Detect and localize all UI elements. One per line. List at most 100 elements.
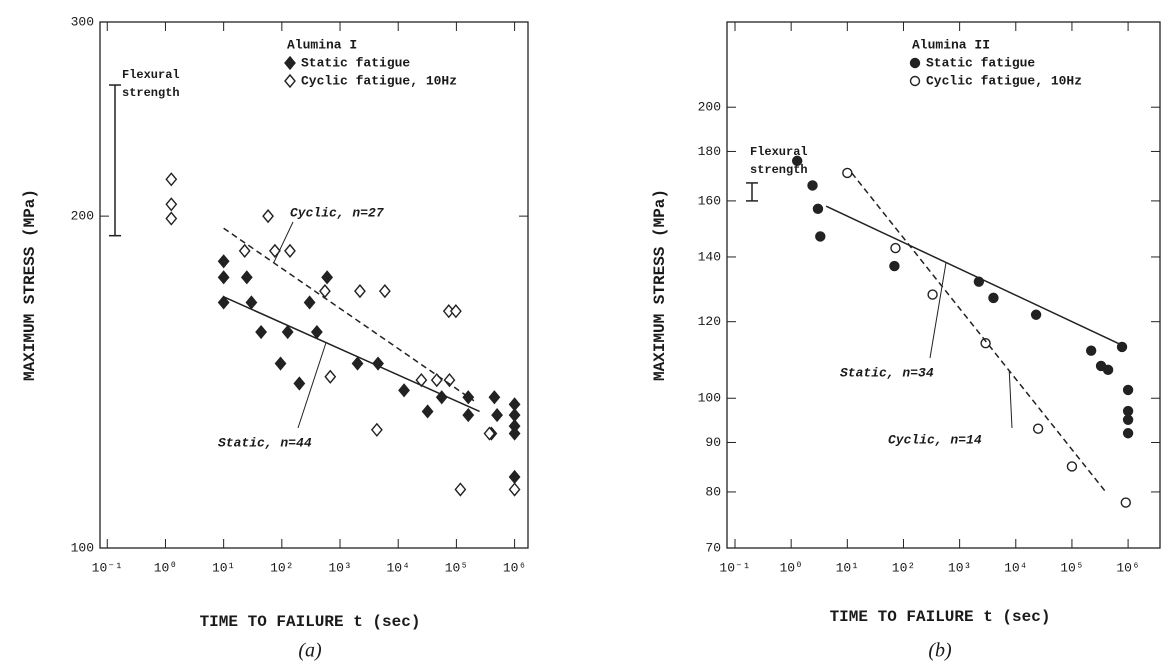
- marker: [281, 324, 294, 340]
- x-tick-label: 10⁻¹: [92, 560, 123, 575]
- marker: [319, 284, 331, 299]
- legend-label: Static fatigue: [926, 55, 1035, 70]
- x-tick-label: 10²: [892, 560, 915, 575]
- legend-marker: [284, 55, 296, 71]
- marker: [890, 242, 901, 254]
- marker: [462, 390, 475, 405]
- marker: [324, 369, 337, 384]
- flexural-label: strength: [750, 163, 808, 177]
- marker: [398, 383, 410, 398]
- marker: [1032, 423, 1044, 434]
- legend-marker: [909, 57, 921, 69]
- marker: [217, 295, 230, 310]
- marker: [462, 407, 475, 423]
- x-tick-label: 10⁰: [154, 560, 177, 575]
- legend-title: Alumina I: [287, 37, 357, 52]
- leader-line: [297, 342, 327, 429]
- x-tick-label: 10³: [948, 560, 971, 575]
- y-tick-label: 80: [705, 484, 721, 499]
- marker: [1085, 345, 1097, 356]
- flexural-label: Flexural: [122, 68, 180, 82]
- marker: [508, 469, 521, 485]
- y-tick-label: 90: [705, 435, 721, 450]
- marker: [889, 260, 900, 272]
- fit-label: Cyclic, n=14: [888, 432, 982, 447]
- marker: [927, 289, 938, 300]
- x-tick-label: 10¹: [212, 560, 235, 575]
- fit-label: Cyclic, n=27: [290, 205, 384, 220]
- y-tick-label: 70: [705, 540, 721, 555]
- y-tick-label: 100: [71, 540, 94, 555]
- marker: [165, 172, 178, 187]
- x-tick-label: 10¹: [836, 560, 859, 575]
- flexural-label: Flexural: [750, 145, 808, 159]
- y-axis-label: MAXIMUM STRESS (MPa): [651, 189, 669, 381]
- leader-line: [929, 262, 947, 359]
- marker: [217, 270, 230, 285]
- marker: [370, 422, 383, 437]
- x-tick-label: 10²: [270, 560, 293, 575]
- leader-line: [1008, 370, 1013, 429]
- marker: [245, 295, 258, 310]
- marker: [165, 211, 178, 226]
- x-tick-label: 10⁴: [1004, 560, 1027, 575]
- fit-line: [851, 172, 1107, 493]
- marker: [1122, 405, 1134, 417]
- marker: [303, 295, 316, 310]
- x-tick-label: 10³: [328, 560, 351, 575]
- marker: [483, 426, 496, 441]
- caption: (a): [298, 640, 322, 662]
- fit-line: [825, 205, 1127, 348]
- marker: [262, 209, 274, 224]
- fit-label: Static, n=34: [840, 365, 934, 380]
- x-tick-label: 10⁶: [1116, 560, 1139, 575]
- marker: [454, 482, 467, 497]
- marker: [1066, 461, 1078, 472]
- marker: [217, 254, 230, 269]
- marker: [791, 155, 803, 167]
- x-tick-label: 10⁵: [1060, 560, 1083, 575]
- marker: [1122, 414, 1134, 425]
- marker: [372, 356, 384, 371]
- x-tick-label: 10⁶: [503, 560, 526, 575]
- marker: [815, 231, 826, 242]
- marker: [488, 390, 501, 405]
- marker: [321, 270, 334, 285]
- marker: [1122, 428, 1134, 439]
- marker: [274, 356, 287, 371]
- y-tick-label: 120: [698, 314, 721, 329]
- marker: [812, 203, 824, 215]
- marker: [1030, 309, 1042, 320]
- marker: [1122, 384, 1134, 396]
- legend-marker: [284, 73, 296, 89]
- y-tick-label: 300: [71, 14, 94, 29]
- marker: [255, 324, 268, 340]
- marker: [293, 376, 306, 391]
- fit-line: [223, 296, 480, 413]
- marker: [988, 292, 999, 304]
- legend-label: Static fatigue: [301, 55, 410, 70]
- caption: (b): [928, 640, 952, 662]
- marker: [430, 373, 443, 388]
- marker: [165, 197, 178, 212]
- marker: [240, 270, 253, 285]
- marker: [1120, 497, 1131, 508]
- marker: [842, 167, 853, 179]
- marker: [284, 243, 296, 258]
- leader-line: [273, 221, 294, 263]
- x-tick-label: 10⁻¹: [719, 560, 750, 575]
- x-tick-label: 10⁴: [387, 560, 410, 575]
- marker: [268, 243, 281, 258]
- y-tick-label: 200: [698, 100, 721, 115]
- legend-label: Cyclic fatigue, 10Hz: [301, 73, 457, 88]
- marker: [354, 284, 366, 299]
- x-tick-label: 10⁰: [779, 560, 802, 575]
- y-tick-label: 100: [698, 391, 721, 406]
- x-axis-label: TIME TO FAILURE t (sec): [830, 608, 1051, 626]
- marker: [508, 482, 521, 497]
- marker: [807, 180, 818, 191]
- legend-label: Cyclic fatigue, 10Hz: [926, 73, 1082, 88]
- marker: [378, 284, 391, 299]
- marker: [421, 404, 434, 419]
